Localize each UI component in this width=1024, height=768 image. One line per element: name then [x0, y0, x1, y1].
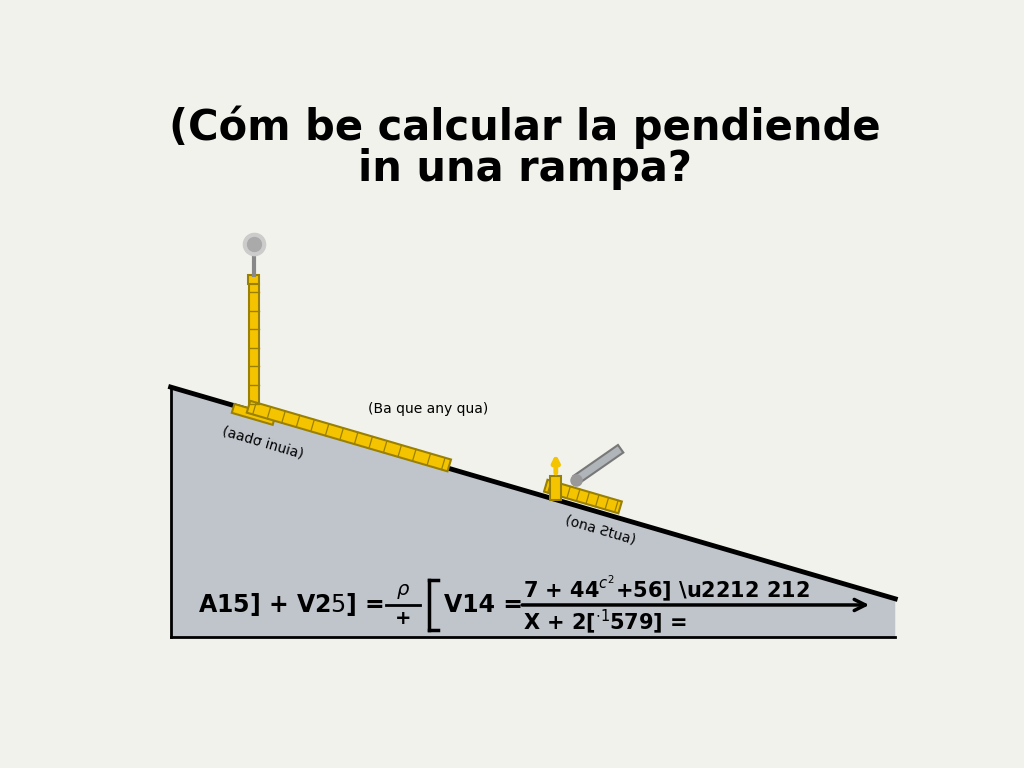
- Polygon shape: [573, 445, 624, 483]
- Polygon shape: [171, 387, 895, 637]
- Text: +: +: [395, 609, 412, 628]
- Text: (Cóm be calcular la pendiende: (Cóm be calcular la pendiende: [169, 106, 881, 149]
- FancyBboxPatch shape: [550, 475, 561, 501]
- Text: (ona Ƨtua): (ona Ƨtua): [563, 514, 637, 548]
- Text: $\rho$: $\rho$: [396, 581, 411, 601]
- Polygon shape: [247, 401, 451, 472]
- Polygon shape: [231, 404, 275, 425]
- Text: V14 =: V14 =: [444, 593, 523, 617]
- Text: in una rampa?: in una rampa?: [357, 148, 692, 190]
- Text: 7 + 44$^{c^2}$+56] \u2212 212: 7 + 44$^{c^2}$+56] \u2212 212: [523, 573, 810, 603]
- Text: (Ba que any qua): (Ba que any qua): [369, 402, 488, 415]
- FancyBboxPatch shape: [248, 275, 259, 284]
- FancyBboxPatch shape: [249, 284, 259, 412]
- Text: (aadσ inuia): (aadσ inuia): [221, 425, 305, 462]
- Text: A15] + V2$\mathsf{5}$] =: A15] + V2$\mathsf{5}$] =: [198, 591, 384, 618]
- Text: $\mathbf{X}$ + 2[$^{\cdot 1}$579] =: $\mathbf{X}$ + 2[$^{\cdot 1}$579] =: [523, 607, 687, 636]
- Polygon shape: [544, 480, 622, 513]
